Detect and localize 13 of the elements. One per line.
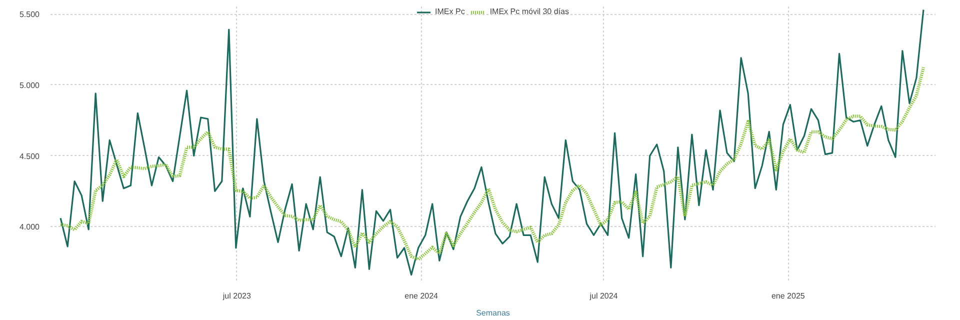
y-tick-label: 5.000 (19, 80, 40, 90)
y-tick-label: 4.500 (19, 152, 40, 161)
y-tick-label: 5.500 (19, 10, 40, 20)
legend-label: IMEx Pc (435, 7, 465, 16)
y-tick-label: 4.000 (19, 222, 40, 232)
line-series (58, 66, 926, 261)
x-tick-label: ene 2025 (771, 292, 806, 300)
x-tick-label: ene 2024 (404, 292, 439, 300)
line-series (60, 8, 924, 276)
legend-label: IMEx Pc móvil 30 días (490, 7, 569, 16)
x-tick-label: jul 2024 (588, 292, 618, 300)
x-tick-label: jul 2023 (222, 292, 252, 300)
x-axis-title: Semanas (476, 308, 510, 318)
